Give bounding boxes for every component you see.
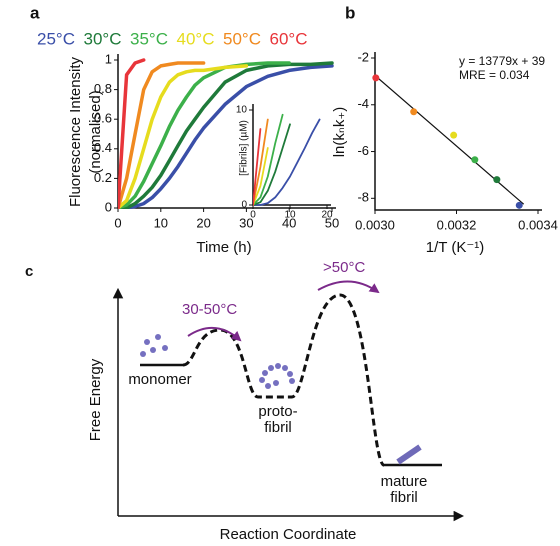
transition-arrow (187, 327, 242, 342)
y-tick-label: 0.6 (94, 111, 112, 126)
monomer-icon (140, 334, 168, 357)
y-tick-label: -4 (357, 96, 369, 111)
y-axis-label: Free Energy (87, 358, 104, 441)
annotation: y = 13779x + 39 (459, 54, 545, 68)
y-tick-label: -6 (357, 143, 369, 158)
data-point (450, 131, 458, 139)
x-tick-label: 40 (282, 215, 296, 230)
x-axis-label: Reaction Coordinate (220, 526, 357, 543)
legend-entry: 40°C (177, 29, 215, 48)
y-tick-label: 0.4 (94, 140, 112, 155)
plot-area (253, 113, 321, 206)
x-tick-label: 0 (114, 215, 121, 230)
legend-entry: 60°C (270, 29, 308, 48)
y-tick-label: -2 (357, 49, 369, 64)
y-tick-label: 0 (241, 200, 247, 211)
legend-entry: 25°C (37, 29, 75, 48)
annotation: MRE = 0.034 (459, 68, 530, 82)
data-line (253, 128, 262, 206)
fit-line (374, 75, 525, 205)
data-point (493, 176, 501, 184)
y-axis-label: Fluorescence Intensity (67, 56, 84, 207)
state-label: proto- (258, 403, 297, 420)
x-tick-label: 0.0030 (355, 217, 395, 232)
transition-arrow (317, 280, 380, 294)
y-tick-label: 10 (236, 105, 248, 116)
y-axis-label: ln(kₙk₊) (331, 107, 348, 158)
x-tick-label: 30 (239, 215, 253, 230)
x-tick-label: 20 (196, 215, 210, 230)
panel-label: b (345, 3, 355, 22)
inset-y-label: [Fibrils] (µM) (239, 120, 250, 176)
x-tick-label: 10 (154, 215, 168, 230)
x-axis-label: Time (h) (196, 239, 251, 256)
data-point (372, 74, 380, 82)
data-point (410, 108, 418, 116)
data-line (253, 113, 284, 206)
data-line (118, 61, 334, 209)
state-label: fibril (264, 419, 292, 436)
y-tick-label: 1 (105, 51, 112, 66)
x-tick-label: 0.0032 (437, 217, 477, 232)
x-tick-label: 50 (325, 215, 339, 230)
state-label: mature (381, 473, 428, 490)
panel-label: c (25, 263, 33, 280)
x-tick-label: 0 (250, 210, 256, 221)
data-line (118, 64, 249, 209)
data-line (118, 64, 334, 209)
data-line (253, 147, 269, 206)
panel-label: a (30, 3, 40, 22)
x-tick-label: 10 (284, 210, 296, 221)
legend-entry: 35°C (130, 29, 168, 48)
x-axis-label: 1/T (K⁻¹) (426, 239, 484, 256)
transition-label: >50°C (323, 259, 365, 276)
legend-entry: 50°C (223, 29, 261, 48)
y-axis-label: (normalised) (87, 90, 104, 173)
data-line (253, 118, 269, 206)
y-tick-label: -8 (357, 190, 369, 205)
y-tick-label: 0 (105, 199, 112, 214)
x-tick-label: 20 (321, 210, 333, 221)
state-label: fibril (390, 489, 418, 506)
y-tick-label: 0.8 (94, 81, 112, 96)
transition-label: 30-50°C (182, 301, 237, 318)
data-line (253, 118, 321, 206)
x-tick-label: 0.0034 (518, 217, 558, 232)
data-line (253, 123, 291, 206)
legend-entry: 30°C (84, 29, 122, 48)
data-line (118, 61, 206, 209)
state-label: monomer (128, 371, 191, 388)
energy-path (182, 293, 386, 467)
data-line (118, 58, 146, 209)
mature-fibril-icon (396, 444, 422, 465)
protofibril-icon (259, 363, 295, 389)
plot-area (118, 58, 334, 209)
data-point (471, 156, 479, 164)
y-tick-label: 0.2 (94, 170, 112, 185)
energy-diagram: c Free Energy Reaction Coordinate 30-50°… (25, 259, 465, 543)
data-point (515, 201, 523, 209)
